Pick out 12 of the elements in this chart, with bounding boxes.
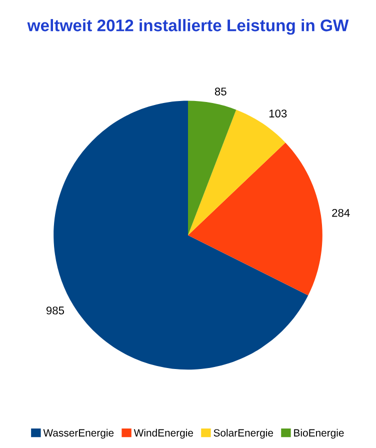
pie-slice xyxy=(188,142,322,296)
pie-slice xyxy=(188,110,286,236)
data-label: 985 xyxy=(46,306,64,314)
chart-title: weltweit 2012 installierte Leistung in GW xyxy=(27,19,349,35)
legend-label: SolarEnergie xyxy=(214,428,274,439)
data-label: 284 xyxy=(332,208,350,217)
pie-slice xyxy=(188,100,236,236)
data-label: 85 xyxy=(214,88,226,96)
data-label: 103 xyxy=(269,110,287,118)
legend-label: WasserEnergie xyxy=(43,428,114,439)
legend-label: WindEnergie xyxy=(134,428,194,439)
legend-label: BioEnergie xyxy=(294,428,344,439)
